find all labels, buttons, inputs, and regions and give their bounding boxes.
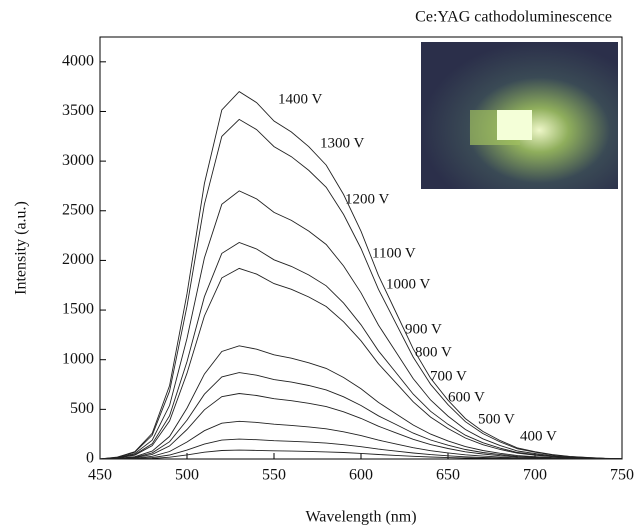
- series-label: 600 V: [448, 389, 485, 405]
- series-label: 1100 V: [372, 245, 416, 261]
- inset-photo: [421, 42, 618, 189]
- series-label: 1400 V: [278, 91, 322, 107]
- y-tick-label: 1000: [62, 350, 94, 367]
- y-tick-label: 0: [86, 450, 94, 467]
- x-tick-label: 600: [349, 467, 373, 484]
- y-tick-label: 4000: [62, 52, 94, 69]
- spectrum-line: [99, 372, 623, 460]
- y-tick-label: 2500: [62, 201, 94, 218]
- series-label: 500 V: [478, 411, 515, 427]
- spectrum-line: [99, 242, 623, 460]
- x-tick-label: 450: [88, 467, 112, 484]
- series-label: 400 V: [520, 428, 557, 444]
- x-tick-label: 700: [523, 467, 547, 484]
- spectrum-line: [99, 345, 623, 460]
- series-label: 700 V: [430, 368, 467, 384]
- series-label: 900 V: [405, 321, 442, 337]
- y-tick-label: 1500: [62, 301, 94, 318]
- spectrum-line: [99, 267, 623, 460]
- y-tick-label: 3000: [62, 152, 94, 169]
- y-tick-label: 3500: [62, 102, 94, 119]
- series-label: 1200 V: [345, 191, 389, 207]
- x-tick-label: 650: [436, 467, 460, 484]
- x-axis-label: Wavelength (nm): [305, 509, 416, 526]
- spectrum-line: [100, 449, 622, 460]
- chart-title: Ce:YAG cathodoluminescence: [415, 9, 612, 26]
- series-label: 800 V: [415, 344, 452, 360]
- y-axis-label: Intensity (a.u.): [13, 201, 30, 295]
- series-label: 1300 V: [320, 135, 364, 151]
- spectrum-line: [99, 118, 623, 460]
- spectrum-line: [99, 393, 622, 460]
- spectrum-line: [99, 91, 623, 460]
- y-tick-label: 500: [70, 400, 94, 417]
- spectrum-line: [99, 190, 623, 460]
- x-tick-label: 750: [610, 467, 634, 484]
- series-label: 1000 V: [386, 276, 430, 292]
- x-tick-label: 500: [175, 467, 199, 484]
- y-tick-label: 2000: [62, 251, 94, 268]
- x-tick-label: 550: [262, 467, 286, 484]
